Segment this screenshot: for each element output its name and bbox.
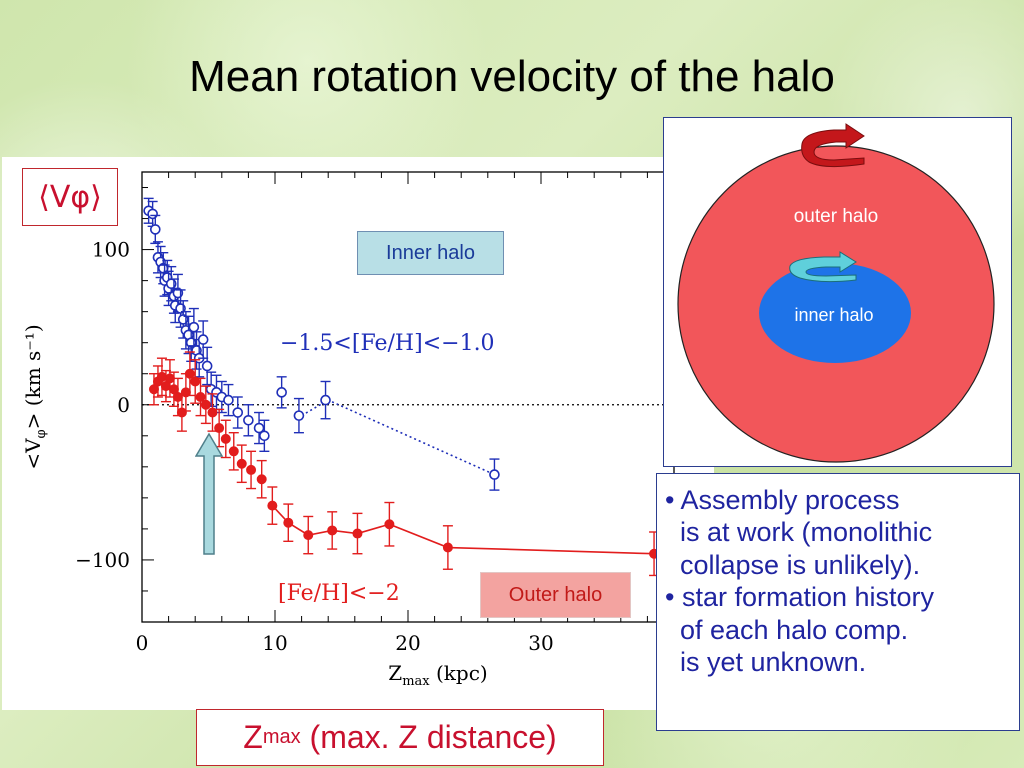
data-point [236, 458, 247, 469]
data-point [327, 525, 338, 536]
data-point [384, 519, 395, 530]
data-point [190, 376, 201, 387]
series-label-metal-poor: [Fe/H]<−2 [278, 581, 400, 606]
slide-title: Mean rotation velocity of the halo [189, 52, 835, 101]
x-tick-label: 0 [136, 631, 149, 655]
note-line: is at work (monolithic [665, 517, 933, 548]
data-point [201, 360, 213, 372]
data-point [232, 407, 244, 418]
note-line: collapse is unlikely). [665, 549, 921, 580]
note-line: of each halo comp. [665, 614, 909, 645]
outer-halo-label-box: Outer halo [480, 572, 631, 618]
data-point [184, 368, 195, 379]
zmax-caption-rest: (max. Z distance) [300, 719, 557, 755]
data-point [293, 410, 305, 421]
data-point [150, 224, 161, 235]
x-axis-label: Zmax (kpc) [388, 661, 487, 689]
data-point [303, 530, 314, 541]
rotation-velocity-chart: 0 10 20 30 100 0 −100 Zmax (kpc) <Vφ> (km s⁻¹) −1… [21, 171, 675, 689]
x-tick-label: 20 [395, 631, 420, 655]
inner-halo-diagram-label: inner halo [794, 305, 873, 325]
data-point [276, 387, 287, 398]
inner-halo-label-box: Inner halo [357, 231, 504, 275]
y-tick-label: 100 [92, 238, 130, 262]
data-point [246, 464, 257, 475]
series-label-metal-rich: −1.5<[Fe/H]<−1.0 [280, 331, 495, 356]
up-arrow-icon [195, 432, 223, 555]
data-point [176, 407, 187, 418]
zmax-caption-sub: max [262, 726, 301, 748]
x-tick-label: 10 [262, 631, 287, 655]
data-point [214, 423, 225, 434]
outer-halo-label: Outer halo [508, 583, 603, 606]
vphi-label: ⟨Vφ⟩ [38, 179, 102, 215]
data-point [267, 500, 278, 511]
data-point [259, 430, 270, 442]
y-tick-label: −100 [75, 548, 130, 572]
data-point [442, 542, 453, 553]
inner-rotation-arrow-icon [789, 251, 857, 283]
halo-diagram-graphic: outer halo inner halo [677, 123, 995, 463]
data-point [156, 371, 167, 382]
data-point [352, 528, 363, 539]
data-point [195, 392, 206, 402]
data-point [243, 414, 254, 426]
inner-halo-ellipse [759, 263, 911, 363]
data-point [220, 433, 231, 444]
data-point [320, 394, 331, 406]
outer-rotation-arrow-icon [801, 123, 865, 168]
data-point [253, 422, 265, 434]
data-point [207, 407, 218, 418]
data-point [197, 334, 209, 345]
y-axis-label: <Vφ> (km s⁻¹) [21, 324, 49, 469]
data-point [489, 469, 500, 480]
data-point [200, 399, 211, 410]
data-point [188, 321, 200, 333]
inner-halo-label: Inner halo [386, 241, 475, 264]
halo-diagram: outer halo inner halo [663, 117, 1012, 467]
notes-box: • Assembly process is at work (monolithi… [656, 473, 1020, 731]
zmax-caption-main: Z [243, 719, 263, 755]
vphi-label-box: ⟨Vφ⟩ [22, 168, 118, 226]
data-point [223, 394, 234, 406]
data-point [256, 474, 267, 485]
note-line: • Assembly process [665, 485, 900, 515]
data-point [228, 446, 239, 457]
outer-halo-diagram-label: outer halo [794, 206, 879, 227]
note-line: • star formation history [665, 582, 935, 613]
x-tick-label: 30 [528, 631, 553, 655]
note-line: is yet unknown. [665, 646, 867, 677]
series-line-0 [301, 399, 495, 476]
data-point [283, 517, 294, 528]
y-tick-label: 0 [117, 393, 130, 417]
